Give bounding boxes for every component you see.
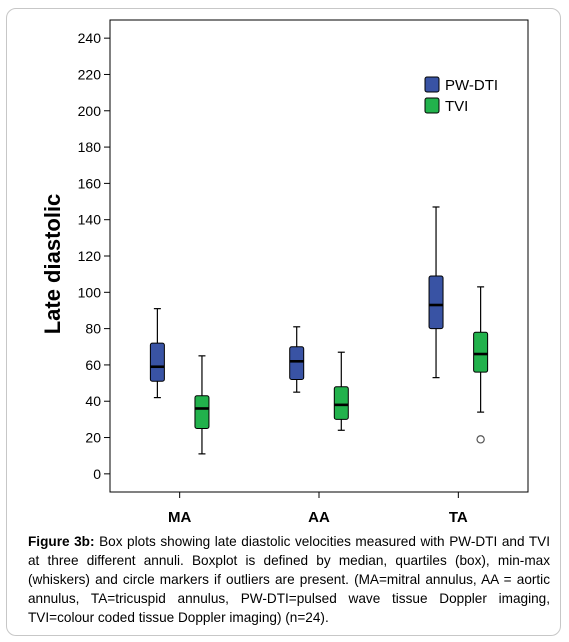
iqr-box <box>149 342 165 382</box>
iqr-box <box>194 395 210 429</box>
box-tvi-aa <box>333 351 349 431</box>
iqr-box <box>428 275 444 330</box>
x-tick-label: AA <box>308 509 330 526</box>
outlier-marker <box>476 435 485 444</box>
legend-swatch <box>424 97 440 114</box>
y-tick-label: 240 <box>78 30 102 46</box>
y-tick-label: 140 <box>78 212 102 228</box>
plot-area <box>109 19 529 493</box>
y-tick-label: 120 <box>78 248 102 264</box>
y-axis-label: Late diastolic <box>40 194 65 335</box>
box-pw-dti-aa <box>289 326 305 393</box>
y-tick-label: 20 <box>85 430 101 446</box>
caption-label: Figure 3b: <box>28 534 95 549</box>
caption-text: Box plots showing late diastolic velocit… <box>28 534 550 625</box>
box-tvi-ta <box>473 286 489 444</box>
legend-swatch <box>424 76 440 93</box>
y-tick-label: 40 <box>85 393 101 409</box>
iqr-box <box>333 386 349 420</box>
box-pw-dti-ma <box>149 308 165 399</box>
iqr-box <box>289 346 305 380</box>
y-tick-label: 60 <box>85 357 101 373</box>
y-tick-label: 180 <box>78 139 102 155</box>
x-tick-label: TA <box>449 509 468 526</box>
y-tick-label: 80 <box>85 321 101 337</box>
boxplot-chart: 0 20 40 60 80 100 120 140 160 180 200 220 240 Late di… <box>40 19 529 526</box>
figure-caption: Figure 3b: Box plots showing late diasto… <box>28 532 550 627</box>
box-pw-dti-ta <box>428 206 444 379</box>
box-tvi-ma <box>194 355 210 455</box>
iqr-box <box>473 331 489 373</box>
y-tick-label: 0 <box>93 466 101 482</box>
y-tick-label: 160 <box>78 175 102 191</box>
y-tick-label: 200 <box>78 103 102 119</box>
y-tick-label: 100 <box>78 284 102 300</box>
y-tick-label: 220 <box>78 66 102 82</box>
legend-label: TVI <box>445 98 468 115</box>
legend-label: PW-DTI <box>445 77 498 94</box>
x-tick-label: MA <box>168 509 191 526</box>
